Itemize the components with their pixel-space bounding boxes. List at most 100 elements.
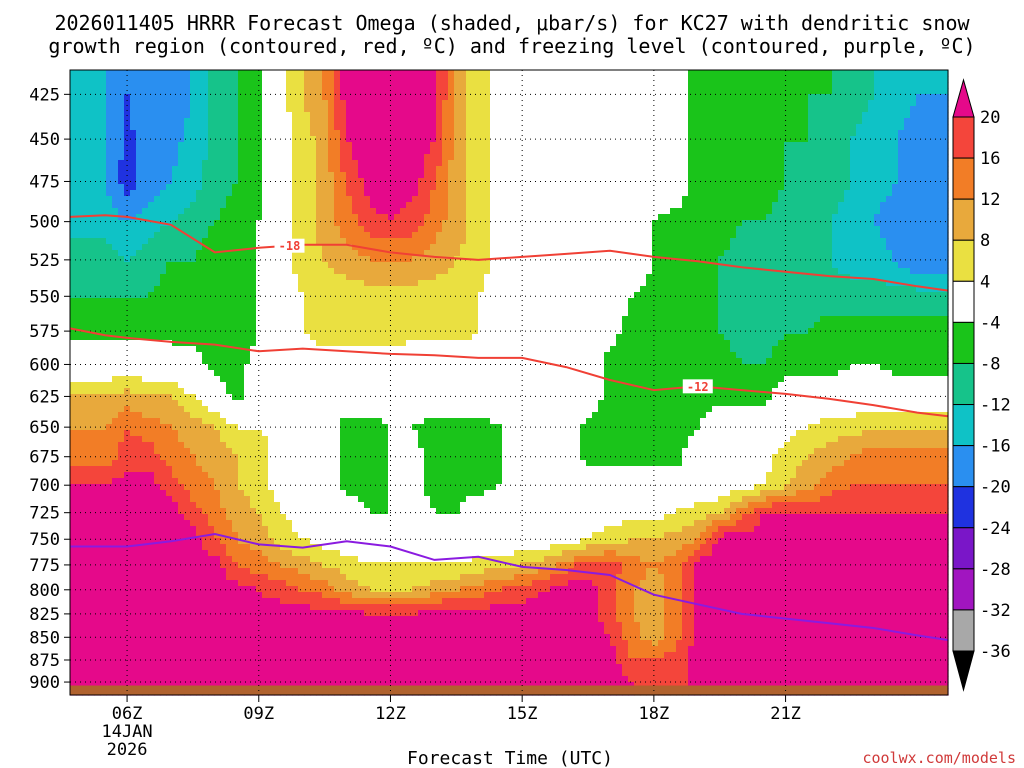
- omega-cell: [268, 550, 275, 557]
- omega-cell: [316, 622, 323, 629]
- omega-cell: [94, 502, 101, 509]
- omega-cell: [340, 460, 347, 467]
- omega-cell: [352, 382, 359, 389]
- omega-cell: [190, 496, 197, 503]
- omega-cell: [178, 406, 185, 413]
- omega-cell: [250, 304, 257, 311]
- omega-cell: [256, 346, 263, 353]
- omega-cell: [166, 190, 173, 197]
- omega-cell: [124, 670, 131, 677]
- omega-cell: [196, 214, 203, 221]
- omega-cell: [106, 166, 113, 173]
- omega-cell: [268, 298, 275, 305]
- omega-cell: [118, 178, 125, 185]
- omega-cell: [304, 538, 311, 545]
- omega-cell: [328, 502, 335, 509]
- omega-cell: [112, 418, 119, 425]
- omega-cell: [256, 328, 263, 335]
- omega-cell: [208, 424, 215, 431]
- omega-cell: [136, 442, 143, 449]
- omega-cell: [124, 274, 131, 281]
- omega-cell: [274, 628, 281, 635]
- omega-cell: [268, 436, 275, 443]
- omega-cell: [154, 514, 161, 521]
- omega-cell: [76, 454, 83, 461]
- omega-cell: [346, 190, 353, 197]
- omega-cell: [190, 586, 197, 593]
- omega-cell: [136, 394, 143, 401]
- omega-cell: [310, 316, 317, 323]
- omega-cell: [298, 580, 305, 587]
- omega-cell: [220, 412, 227, 419]
- omega-cell: [82, 640, 89, 647]
- omega-cell: [232, 658, 239, 665]
- omega-cell: [220, 634, 227, 641]
- omega-cell: [280, 130, 287, 137]
- omega-cell: [304, 628, 311, 635]
- omega-cell: [172, 466, 179, 473]
- omega-cell: [142, 310, 149, 317]
- omega-cell: [88, 478, 95, 485]
- omega-cell: [250, 418, 257, 425]
- omega-cell: [214, 478, 221, 485]
- omega-cell: [334, 94, 341, 101]
- omega-cell: [76, 100, 83, 107]
- omega-cell: [304, 364, 311, 371]
- omega-cell: [148, 208, 155, 215]
- omega-cell: [142, 82, 149, 89]
- omega-cell: [214, 406, 221, 413]
- omega-cell: [190, 70, 197, 77]
- omega-cell: [190, 370, 197, 377]
- omega-cell: [154, 346, 161, 353]
- omega-cell: [118, 166, 125, 173]
- omega-cell: [280, 604, 287, 611]
- omega-cell: [160, 130, 167, 137]
- omega-cell: [214, 388, 221, 395]
- omega-cell: [88, 454, 95, 461]
- omega-cell: [202, 466, 209, 473]
- omega-cell: [346, 604, 353, 611]
- omega-cell: [334, 544, 341, 551]
- omega-cell: [310, 634, 317, 641]
- omega-cell: [268, 256, 275, 263]
- omega-cell: [256, 448, 263, 455]
- omega-cell: [238, 358, 245, 365]
- omega-cell: [310, 496, 317, 503]
- omega-cell: [250, 616, 257, 623]
- omega-cell: [352, 106, 359, 113]
- omega-cell: [118, 394, 125, 401]
- omega-cell: [154, 70, 161, 77]
- omega-cell: [166, 604, 173, 611]
- omega-cell: [184, 196, 191, 203]
- omega-cell: [334, 226, 341, 233]
- omega-cell: [352, 100, 359, 107]
- omega-cell: [316, 400, 323, 407]
- omega-cell: [238, 526, 245, 533]
- omega-cell: [154, 418, 161, 425]
- omega-cell: [196, 352, 203, 359]
- omega-cell: [316, 106, 323, 113]
- omega-cell: [112, 538, 119, 545]
- omega-cell: [322, 148, 329, 155]
- omega-cell: [346, 70, 353, 77]
- omega-cell: [226, 178, 233, 185]
- omega-cell: [76, 634, 83, 641]
- omega-cell: [70, 322, 77, 329]
- omega-cell: [328, 268, 335, 275]
- omega-cell: [100, 340, 107, 347]
- omega-cell: [232, 298, 239, 305]
- omega-cell: [148, 532, 155, 539]
- omega-cell: [112, 244, 119, 251]
- omega-cell: [232, 376, 239, 383]
- omega-cell: [130, 256, 137, 263]
- omega-cell: [160, 574, 167, 581]
- omega-cell: [316, 310, 323, 317]
- omega-cell: [196, 82, 203, 89]
- omega-cell: [274, 226, 281, 233]
- omega-cell: [148, 184, 155, 191]
- omega-cell: [70, 130, 77, 137]
- omega-cell: [70, 352, 77, 359]
- omega-cell: [166, 130, 173, 137]
- omega-cell: [154, 142, 161, 149]
- omega-cell: [280, 304, 287, 311]
